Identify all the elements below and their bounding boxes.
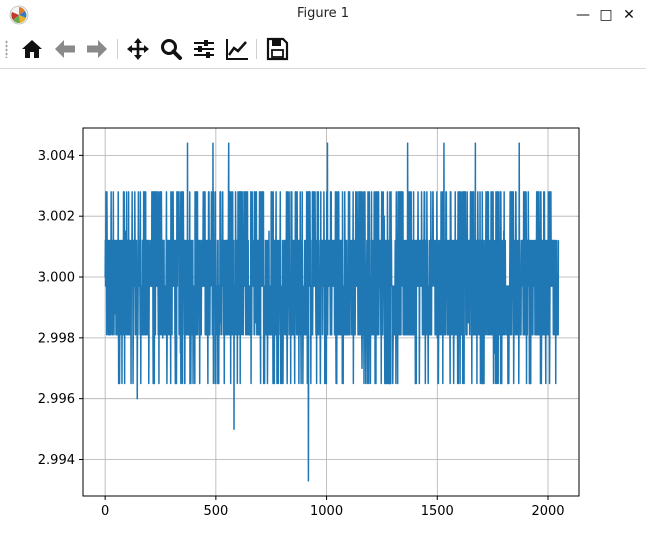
arrow-left-icon — [55, 40, 75, 58]
zoom-button[interactable] — [157, 35, 185, 63]
data-point — [407, 142, 409, 144]
data-series — [104, 142, 560, 482]
arrow-right-icon — [87, 40, 107, 58]
data-point — [170, 215, 173, 217]
toolbar-separator — [256, 39, 257, 59]
pan-button[interactable] — [124, 35, 152, 63]
data-point — [228, 142, 230, 144]
toolbar-separator — [117, 39, 118, 59]
data-point — [538, 261, 540, 263]
home-icon — [22, 40, 42, 58]
toolbar-grip[interactable] — [5, 40, 8, 58]
data-point — [281, 367, 283, 369]
data-point — [436, 337, 438, 339]
axis-ticks: 0 500 1000 1500 2000 2.994 2.996 2.998 3.000 3.00… — [38, 149, 565, 519]
navigation-toolbar — [0, 30, 646, 69]
data-point — [348, 230, 350, 233]
data-point — [525, 306, 527, 309]
window-title: Figure 1 — [296, 6, 350, 21]
data-point — [326, 142, 329, 144]
data-point — [414, 306, 416, 309]
data-point — [557, 239, 560, 242]
close-button[interactable]: ✕ — [623, 7, 635, 23]
y-tick-label: 3.002 — [38, 210, 75, 225]
data-point — [219, 322, 221, 324]
data-point — [136, 398, 138, 400]
axes-frame — [82, 127, 580, 497]
data-point — [186, 142, 189, 144]
data-point — [307, 480, 310, 482]
y-tick-label: 3.000 — [38, 271, 75, 286]
y-tick-label: 3.004 — [38, 149, 75, 164]
series-line — [104, 142, 560, 482]
data-point — [518, 142, 520, 144]
data-point — [480, 246, 483, 248]
move-icon — [127, 38, 149, 60]
maximize-button[interactable]: □ — [599, 7, 613, 23]
x-tick-label: 500 — [203, 504, 228, 519]
magnifier-icon — [161, 39, 182, 60]
data-point — [494, 352, 496, 354]
data-point — [299, 306, 301, 309]
data-point — [547, 322, 549, 324]
data-point — [233, 428, 235, 430]
save-button[interactable] — [263, 35, 291, 63]
data-point — [294, 215, 297, 217]
data-point — [148, 270, 151, 272]
data-point — [337, 322, 339, 324]
data-point — [503, 230, 505, 233]
y-tick-label: 2.998 — [38, 331, 75, 346]
data-point — [201, 246, 204, 248]
data-point — [193, 306, 195, 309]
home-button[interactable] — [18, 35, 46, 63]
sliders-icon — [194, 40, 214, 58]
subplots-button[interactable] — [190, 35, 218, 63]
data-point — [104, 276, 106, 278]
y-tick-label: 2.996 — [38, 392, 75, 407]
data-point — [474, 142, 476, 144]
data-point — [179, 352, 182, 354]
data-point — [124, 230, 126, 233]
data-point — [423, 246, 425, 248]
chart-line-icon — [226, 39, 248, 60]
data-point — [314, 261, 317, 263]
matplotlib-logo-icon — [9, 5, 29, 25]
data-point — [241, 276, 244, 278]
data-point — [212, 142, 214, 144]
data-point — [392, 352, 394, 354]
x-tick-label: 1500 — [421, 504, 454, 519]
data-point — [443, 142, 445, 144]
x-tick-label: 2000 — [531, 504, 564, 519]
edit-axis-button[interactable] — [223, 35, 251, 63]
data-point — [467, 322, 469, 324]
x-tick-label: 1000 — [310, 504, 343, 519]
title-bar: Figure 1 — □ ✕ — [0, 0, 646, 30]
data-point — [456, 276, 458, 278]
data-point — [370, 276, 372, 278]
data-point — [361, 367, 363, 369]
data-point — [114, 312, 116, 315]
data-point — [268, 230, 270, 233]
line-chart: 0 500 1000 1500 2000 2.994 2.996 2.998 3.000 3.00… — [38, 127, 580, 519]
minimize-button[interactable]: — — [576, 7, 590, 23]
data-point — [383, 215, 385, 217]
figure-canvas[interactable]: 0 500 1000 1500 2000 2.994 2.996 2.998 3.000 3.00… — [0, 69, 646, 552]
data-point — [255, 322, 257, 324]
forward-button[interactable] — [83, 35, 111, 63]
data-point — [162, 337, 164, 339]
y-tick-label: 2.994 — [38, 453, 75, 468]
back-button[interactable] — [51, 35, 79, 63]
floppy-disk-icon — [266, 37, 289, 61]
x-tick-label: 0 — [101, 504, 109, 519]
